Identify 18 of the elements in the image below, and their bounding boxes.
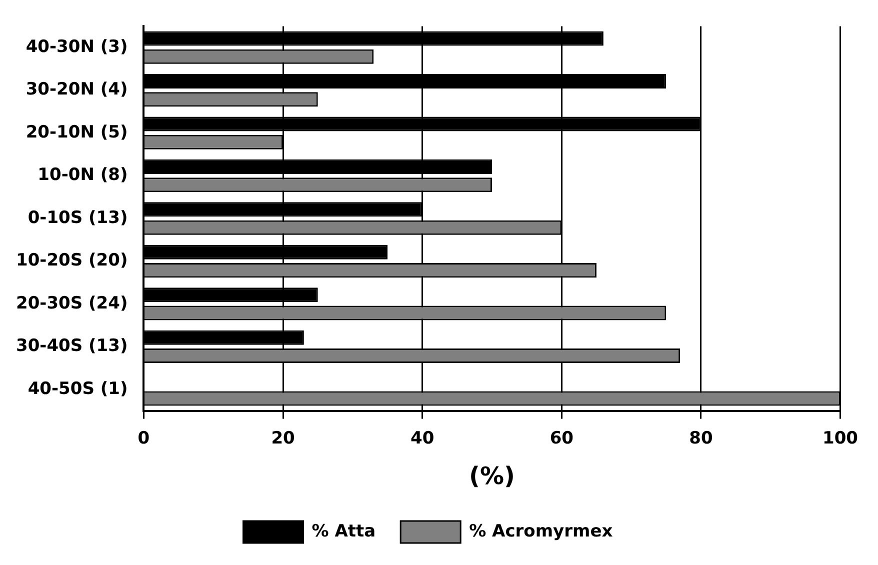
legend-label: % Atta: [312, 521, 376, 542]
y-tick-label: 0-10S (13): [28, 208, 128, 228]
y-tick-label: 30-40S (13): [16, 336, 128, 356]
y-tick-label: 20-30S (24): [16, 293, 128, 314]
y-tick-label: 10-0N (8): [38, 165, 128, 186]
x-tick-label: 20: [271, 428, 296, 448]
x-tick-label: 100: [822, 428, 858, 448]
x-tick-label: 80: [689, 428, 713, 448]
y-tick-label: 10-20S (20): [16, 250, 128, 271]
x-tick-label: 40: [410, 428, 434, 448]
legend-label: % Acromyrmex: [469, 521, 613, 542]
y-tick-label: 20-10N (5): [26, 122, 128, 142]
y-tick-label: 30-20N (4): [26, 80, 128, 100]
x-tick-label: 60: [550, 428, 574, 448]
x-tick-label: 0: [138, 428, 150, 448]
y-tick-label: 40-30N (3): [26, 36, 128, 57]
x-axis-title: (%): [469, 462, 515, 490]
y-tick-label: 40-50S (1): [28, 378, 128, 399]
